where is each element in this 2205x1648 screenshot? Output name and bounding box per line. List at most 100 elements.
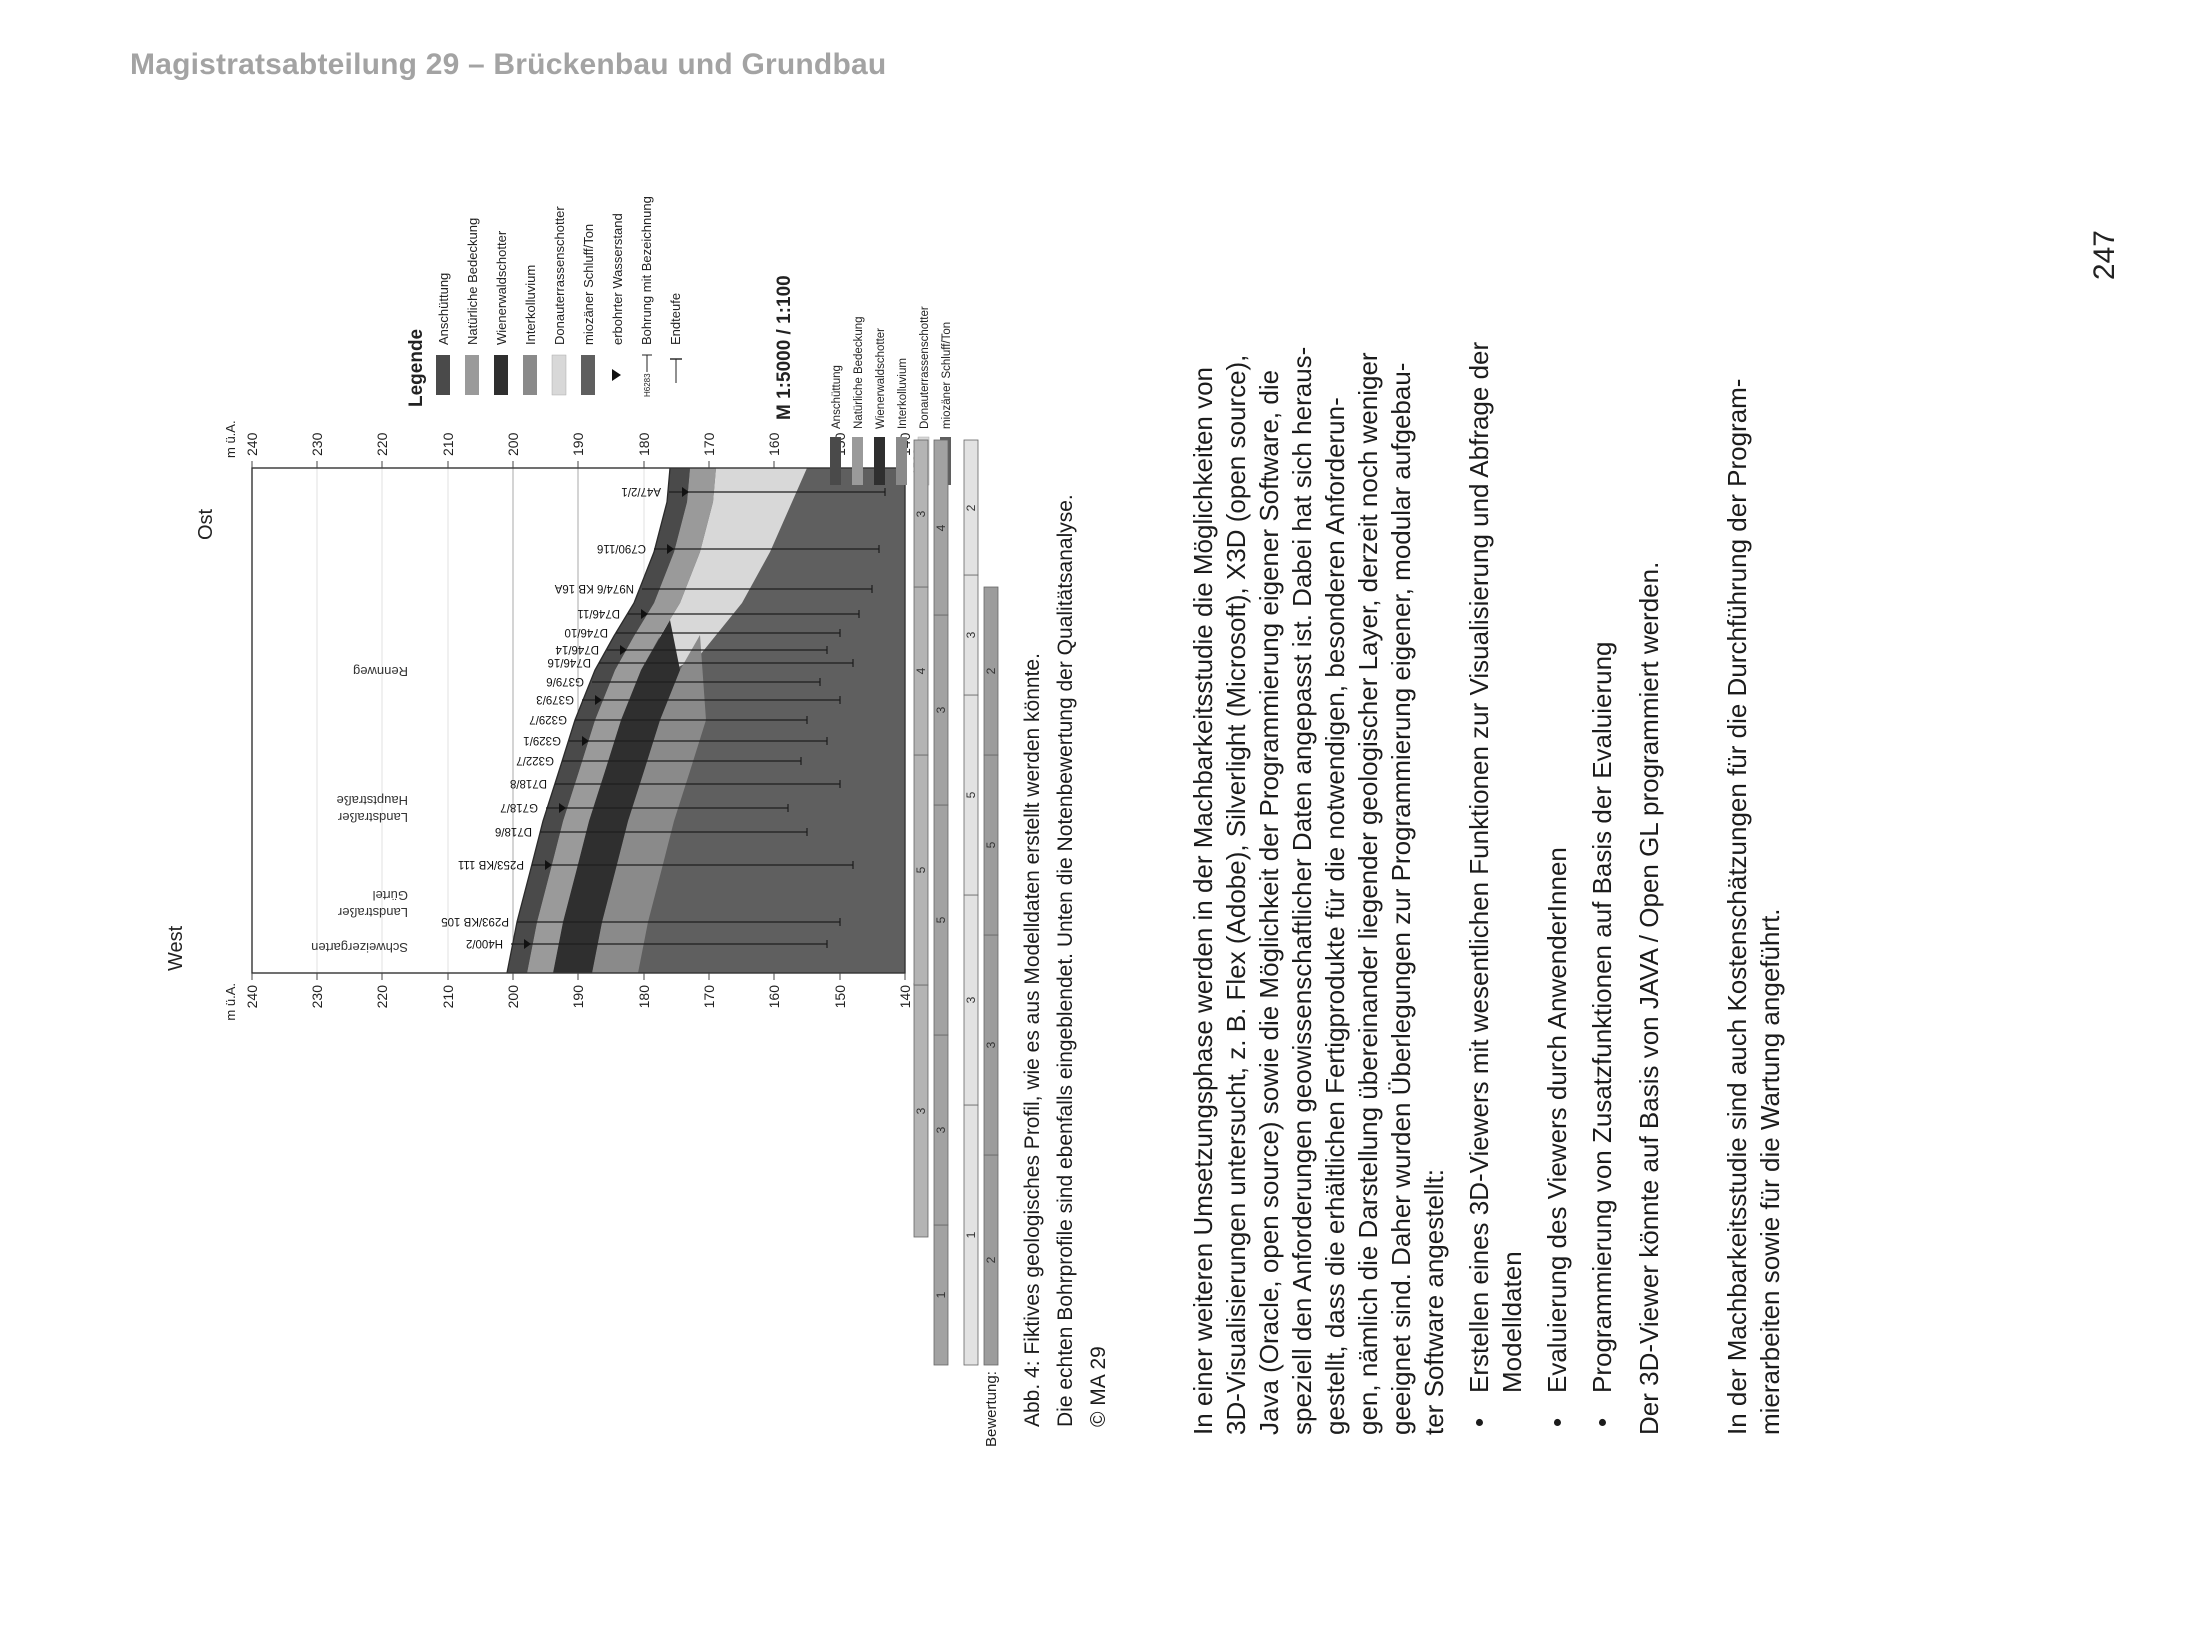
legend2-label: Wienerwaldschotter (875, 328, 887, 429)
rating-row-2 (933, 439, 949, 1366)
terrain-surface-line (506, 467, 671, 974)
geological-profile-figure: West m ü.A. 240 230 220 210 200 190 180 … (140, 150, 1010, 1455)
water-marker-icon (667, 544, 674, 554)
borehole-label: D718/6 (495, 825, 532, 837)
body-line: ter Software angestellt: (1419, 1169, 1449, 1435)
borehole-label: D746/11 (577, 607, 620, 619)
rating-row-3-grades: 1 3 5 3 2 (964, 504, 978, 1238)
borehole-label: C790/116 (597, 542, 646, 554)
rating-row-4-grades: 2 3 5 2 (984, 667, 998, 1263)
bullet-text: Evaluierung des Viewers durch AnwenderIn… (1542, 847, 1572, 1393)
bullet-text: Erstellen eines 3D-Viewers mit wesentlic… (1464, 341, 1494, 1393)
elev-left-150: 150 (832, 985, 848, 1009)
bullet-icon: • (1587, 1417, 1617, 1427)
water-marker-icon (595, 695, 602, 705)
bullet-item-1: • Erstellen eines 3D-Viewers mit wesentl… (1463, 185, 1496, 1435)
legend-label: Anschüttung (436, 273, 451, 345)
elev-left-230: 230 (309, 985, 325, 1009)
elev-left-140: 140 (897, 985, 913, 1009)
borehole-sticks (511, 488, 886, 948)
elev-labels-right: 240 230 220 210 200 190 180 170 160 150 … (244, 432, 913, 456)
body-line: gen, nämlich die Darstellung übereinande… (1353, 352, 1383, 1435)
rating-grade: 4 (914, 667, 928, 674)
legend-label: Wienerwaldschotter (494, 230, 509, 345)
body-line: Der 3D-Viewer könnte auf Basis von JAVA … (1634, 561, 1664, 1435)
page-number: 247 (2088, 230, 2121, 281)
elev-right-170: 170 (701, 432, 717, 456)
rating-grade: 5 (914, 866, 928, 873)
water-marker-icon (559, 803, 566, 813)
legend-label: Donauterrassenschotter (552, 206, 567, 345)
layer-natuerliche-bedeckung (527, 468, 716, 973)
legend-swatch-natuerliche-bedeckung (465, 355, 479, 395)
layer-donauterrassenschotter (645, 468, 807, 686)
rating-grade: 5 (984, 841, 998, 848)
layer-anschuettung (507, 468, 690, 973)
caption-line: Die echten Bohrprofile sind ebenfalls ei… (1054, 494, 1077, 1427)
borehole-label: P293/KB 105 (441, 915, 509, 927)
water-marker-icon (524, 939, 531, 949)
borehole-label: P253/KB 111 (458, 858, 524, 870)
borehole-label: N974/6 KB 16A (554, 582, 634, 594)
water-marker-icon (582, 736, 589, 746)
legend-label: Bohrung mit Bezeichnung (639, 196, 654, 345)
water-marker-icon (682, 487, 689, 497)
rating-grade: 5 (964, 791, 978, 798)
bullet-item-1-continuation: Modelldaten (1497, 1251, 1527, 1393)
bullet-icon: • (1464, 1417, 1494, 1427)
borehole-label: H400/2 (466, 937, 503, 949)
elev-left-170: 170 (701, 985, 717, 1009)
elev-right-230: 230 (309, 432, 325, 456)
elev-right-210: 210 (440, 432, 456, 456)
street-schweizergarten: Schweizergarten (311, 940, 408, 955)
legend2-swatch (830, 437, 841, 485)
legend-swatch-interkolluvium (523, 355, 537, 395)
legend2-swatch (874, 437, 885, 485)
bullet-item-2: • Evaluierung des Viewers durch Anwender… (1541, 185, 1574, 1435)
street-landstrasser-hauptstrasse-1: Landstraßer (337, 810, 408, 825)
water-marker-icon (545, 860, 552, 870)
rating-grade: 3 (964, 631, 978, 638)
axis-unit-left: m ü.A. (223, 983, 238, 1021)
borehole-label: G379/3 (536, 693, 574, 705)
body-line: Java (Oracle, open source) sowie die Mög… (1254, 369, 1284, 1435)
rating-grade: 1 (934, 1291, 948, 1298)
closing-paragraph: In der Machbarkeitsstudie sind auch Kost… (1721, 185, 1787, 1435)
scale-label: M 1:5000 / 1:100 (774, 275, 795, 420)
body-line: 3D-Visualisierungen untersucht, z. B. Fl… (1221, 354, 1251, 1435)
borehole-label: D746/14 (555, 643, 599, 655)
rating-grade: 2 (984, 1256, 998, 1263)
street-landstrasser-guertel-1: Landstraßer (337, 905, 408, 920)
legend: Legende Anschüttung Natürliche Bedeckung… (406, 196, 683, 407)
street-rennweg: Rennweg (353, 664, 408, 679)
legend-label: miozäner Schluff/Ton (581, 224, 596, 345)
legend-borehole-sample: H6283 (643, 373, 652, 397)
ost-label: Ost (195, 508, 217, 540)
body-line: geeignet sind. Daher wurden Überlegungen… (1386, 362, 1416, 1435)
elev-labels-left: 240 230 220 210 200 190 180 170 160 150 … (244, 985, 913, 1009)
elev-right-190: 190 (570, 432, 586, 456)
legend-title: Legende (406, 329, 427, 407)
rating-grade: 4 (934, 524, 948, 531)
legend-label: Interkolluvium (523, 265, 538, 345)
elev-right-220: 220 (374, 432, 390, 456)
rating-grade: 3 (934, 706, 948, 713)
rating-row-3 (963, 439, 979, 1366)
rating-row-2-grades: 1 3 5 3 4 (934, 524, 948, 1298)
caption-line: © MA 29 (1087, 1346, 1110, 1427)
rotated-content-block: West m ü.A. 240 230 220 210 200 190 180 … (140, 150, 2145, 1455)
legend2-label: Donauterrassenschotter (919, 306, 931, 429)
borehole-label: G329/7 (529, 713, 567, 725)
legend-label: Natürliche Bedeckung (465, 218, 480, 345)
borehole-label: G329/1 (523, 734, 561, 746)
borehole-labels: H400/2 P293/KB 105 P253/KB 111 D718/6 G7… (441, 485, 661, 949)
rating-grade: 5 (934, 916, 948, 923)
rating-grade: 2 (964, 504, 978, 511)
water-marker-icon (641, 609, 648, 619)
body-text: In einer weiteren Umsetzungsphase werden… (1187, 185, 1787, 1435)
water-marker-icon (620, 645, 627, 655)
profile-svg: West m ü.A. 240 230 220 210 200 190 180 … (165, 196, 1000, 1447)
rating-grade: 2 (984, 667, 998, 674)
rating-grade: 3 (934, 1126, 948, 1133)
elev-left-180: 180 (636, 985, 652, 1009)
